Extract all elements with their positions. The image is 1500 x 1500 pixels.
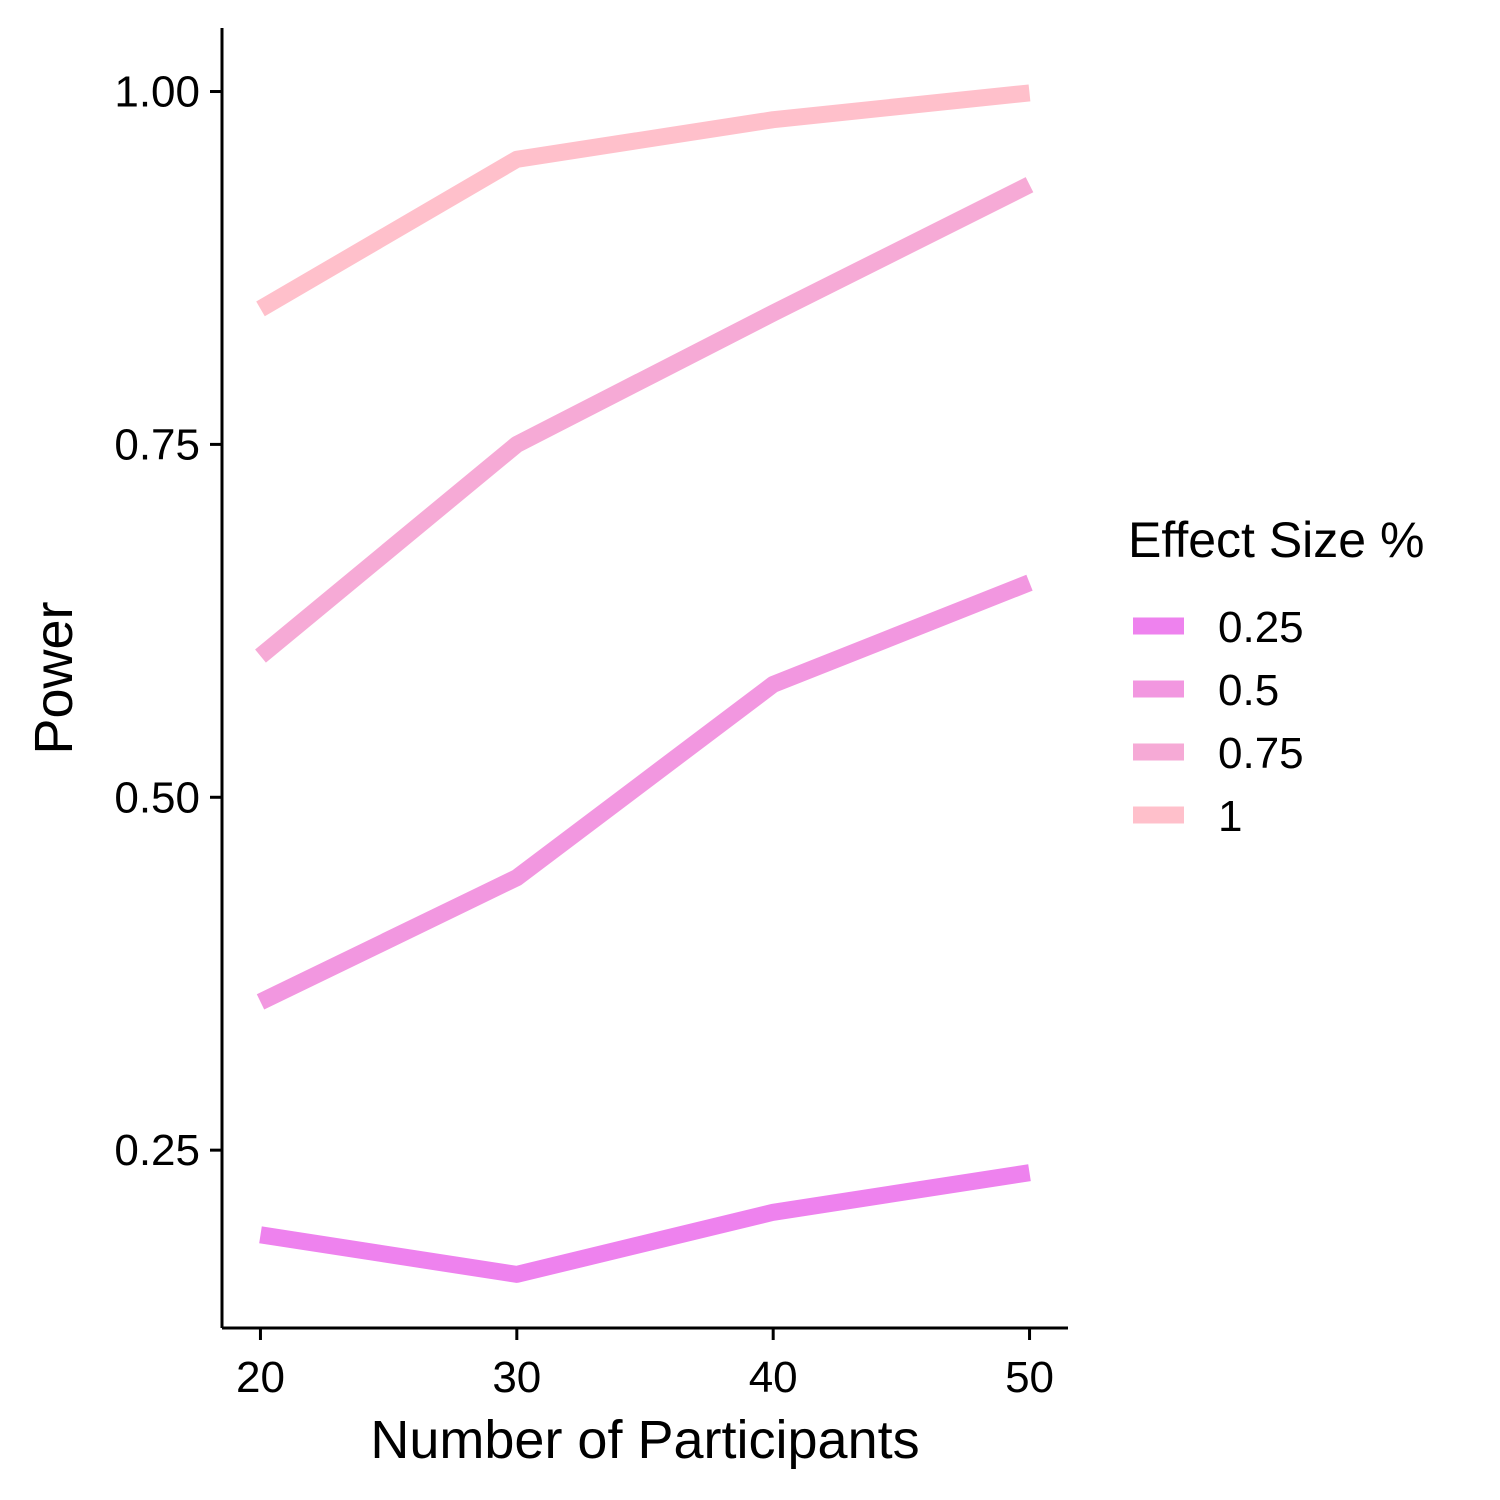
- y-axis-title: Power: [24, 601, 84, 754]
- legend-label-3: 0.75: [1218, 729, 1304, 778]
- y-tick-label: 0.25: [114, 1126, 200, 1175]
- series-line-4: [256, 84, 1031, 317]
- legend: Effect Size % 0.25 0.5 0.75 1: [1128, 512, 1424, 841]
- y-tick-label: 0.50: [114, 773, 200, 822]
- x-axis-title: Number of Participants: [370, 1410, 919, 1470]
- x-tick-label: 30: [492, 1353, 541, 1402]
- y-tick-label: 0.75: [114, 420, 200, 469]
- legend-label-4: 1: [1218, 792, 1242, 841]
- legend-label-2: 0.5: [1218, 666, 1279, 715]
- x-tick-label: 40: [749, 1353, 798, 1402]
- y-tick-label: 1.00: [114, 68, 200, 117]
- x-tick-label: 20: [236, 1353, 285, 1402]
- x-axis-ticks: 20 30 40 50: [236, 1328, 1054, 1402]
- series-line-3: [255, 177, 1034, 663]
- y-axis-ticks: 0.25 0.50 0.75 1.00: [114, 68, 222, 1175]
- series-line-2: [256, 574, 1033, 1010]
- legend-title: Effect Size %: [1128, 512, 1424, 568]
- legend-label-1: 0.25: [1218, 603, 1304, 652]
- plot-area: [255, 84, 1034, 1283]
- series-line-1: [259, 1164, 1031, 1283]
- x-tick-label: 50: [1005, 1353, 1054, 1402]
